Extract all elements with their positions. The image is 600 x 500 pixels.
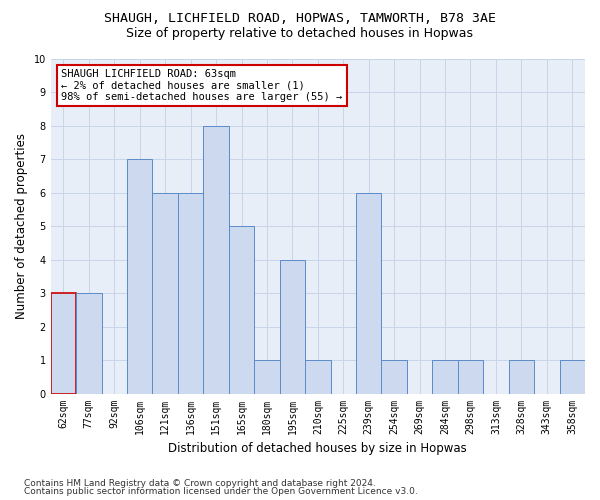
Y-axis label: Number of detached properties: Number of detached properties: [15, 134, 28, 320]
Bar: [178, 193, 203, 394]
Text: Contains HM Land Registry data © Crown copyright and database right 2024.: Contains HM Land Registry data © Crown c…: [24, 478, 376, 488]
Bar: [305, 360, 331, 394]
Bar: [458, 360, 483, 394]
Bar: [50, 293, 76, 394]
Text: Contains public sector information licensed under the Open Government Licence v3: Contains public sector information licen…: [24, 487, 418, 496]
Bar: [433, 360, 458, 394]
Bar: [280, 260, 305, 394]
X-axis label: Distribution of detached houses by size in Hopwas: Distribution of detached houses by size …: [169, 442, 467, 455]
Bar: [560, 360, 585, 394]
Bar: [203, 126, 229, 394]
Text: Size of property relative to detached houses in Hopwas: Size of property relative to detached ho…: [127, 28, 473, 40]
Bar: [356, 193, 382, 394]
Text: SHAUGH, LICHFIELD ROAD, HOPWAS, TAMWORTH, B78 3AE: SHAUGH, LICHFIELD ROAD, HOPWAS, TAMWORTH…: [104, 12, 496, 26]
Bar: [382, 360, 407, 394]
Bar: [152, 193, 178, 394]
Bar: [127, 160, 152, 394]
Bar: [229, 226, 254, 394]
Bar: [76, 293, 101, 394]
Bar: [509, 360, 534, 394]
Text: SHAUGH LICHFIELD ROAD: 63sqm
← 2% of detached houses are smaller (1)
98% of semi: SHAUGH LICHFIELD ROAD: 63sqm ← 2% of det…: [61, 69, 343, 102]
Bar: [254, 360, 280, 394]
